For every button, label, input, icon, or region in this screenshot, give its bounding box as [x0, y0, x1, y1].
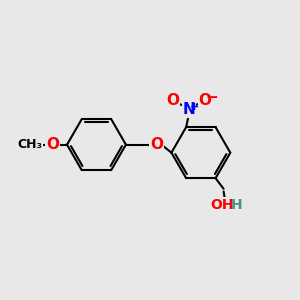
- Text: O: O: [198, 93, 212, 108]
- Text: −: −: [205, 90, 218, 105]
- Text: O: O: [166, 93, 179, 108]
- Text: N: N: [182, 102, 195, 117]
- Text: H: H: [230, 198, 242, 212]
- Text: O: O: [150, 137, 163, 152]
- Text: OH: OH: [211, 198, 234, 212]
- Text: O: O: [46, 137, 59, 152]
- Text: +: +: [190, 102, 199, 112]
- Text: CH₃: CH₃: [18, 138, 43, 151]
